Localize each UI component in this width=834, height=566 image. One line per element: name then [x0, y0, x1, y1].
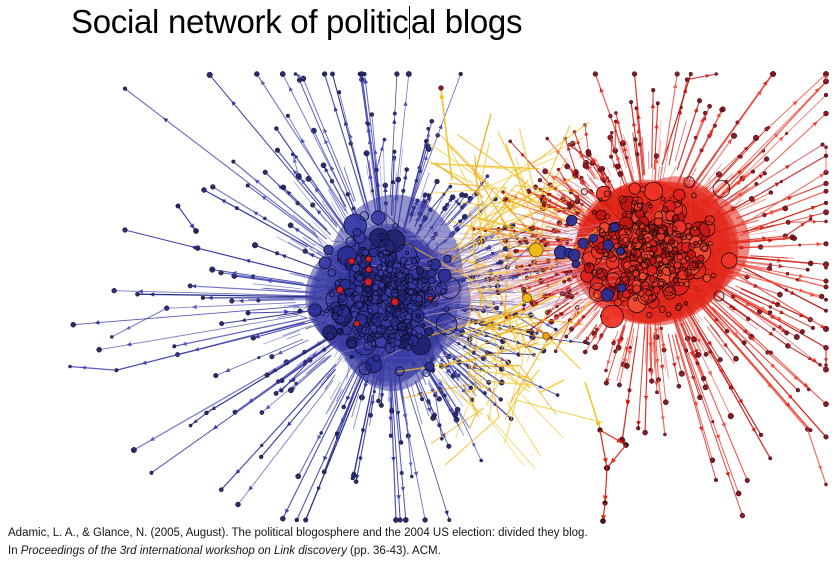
- network-figure[interactable]: [0, 60, 834, 530]
- title-text-after: al blogs: [410, 3, 523, 40]
- network-svg: [68, 71, 830, 524]
- title-text-before: Social network of politic: [71, 3, 409, 40]
- citation-line2: In Proceedings of the 3rd international …: [8, 544, 441, 557]
- text-caret: [408, 6, 411, 39]
- slide-title-textbox[interactable]: Social network of political blogs: [71, 3, 522, 41]
- citation[interactable]: Adamic, L. A., & Glance, N. (2005, Augus…: [8, 525, 588, 560]
- citation-line1: Adamic, L. A., & Glance, N. (2005, Augus…: [8, 527, 588, 539]
